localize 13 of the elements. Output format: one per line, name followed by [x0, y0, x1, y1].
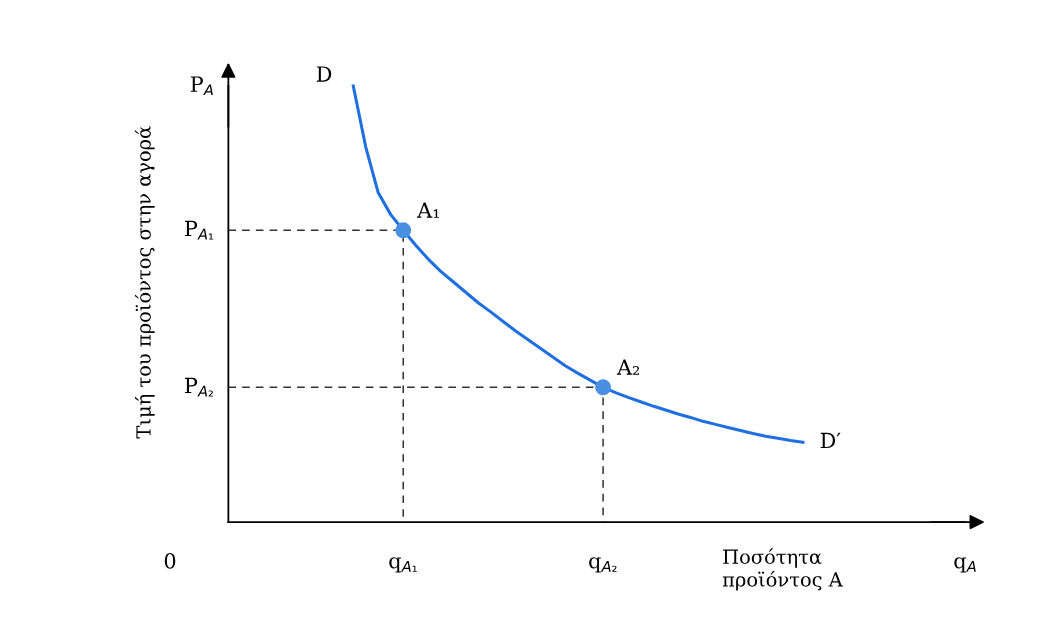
x-tick-label: q$_{A₁}$ [389, 557, 417, 573]
text: 0 [164, 553, 176, 569]
annotation: A₂ [616, 359, 640, 375]
text: D [316, 66, 332, 82]
text: P$_{A₂}$ [185, 377, 213, 397]
x-tick-label: q$_{A₂}$ [589, 557, 617, 573]
y-axis-title: Τιμή του προϊόντος στην αγορά [135, 126, 155, 439]
x-axis-title: Ποσότητα προϊόντος Α [722, 548, 843, 591]
annotation: A₁ [417, 202, 439, 218]
text: P$_{A₁}$ [185, 220, 214, 240]
annotation: D′ [820, 432, 841, 449]
x-tick-label: q$_{A}$ [954, 557, 976, 573]
text: P$_{A}$ [190, 76, 213, 96]
